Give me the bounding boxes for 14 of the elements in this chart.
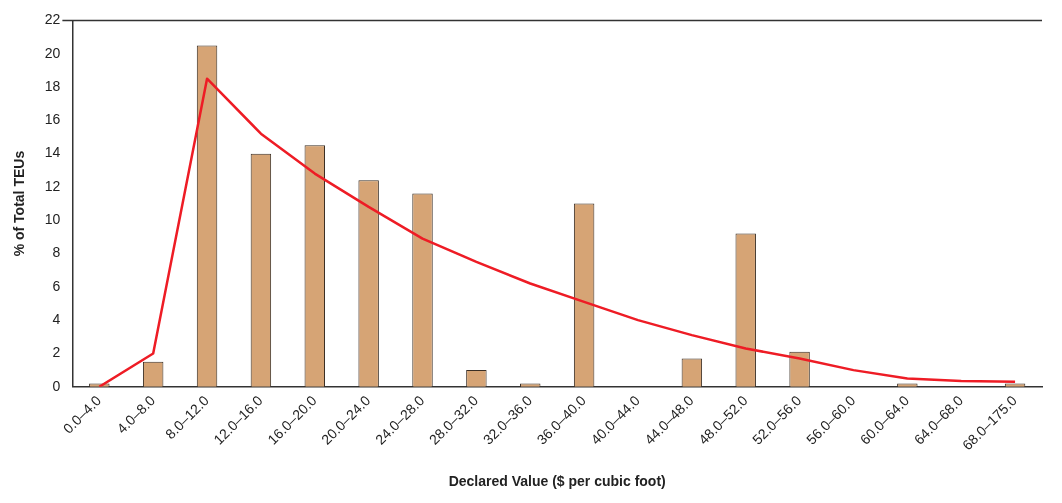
y-tick-label: 10 — [44, 211, 61, 228]
y-tick-label: 16 — [44, 111, 61, 128]
y-tick-label: 22 — [44, 11, 61, 28]
x-axis-title: Declared Value ($ per cubic foot) — [448, 473, 666, 490]
y-tick-label: 0 — [52, 377, 61, 394]
y-tick-label: 8 — [52, 244, 61, 261]
y-tick-label: 18 — [44, 77, 61, 94]
y-tick-label: 6 — [52, 277, 61, 294]
y-tick-label: 14 — [44, 144, 61, 161]
y-axis-title: % of Total TEUs — [11, 150, 28, 257]
y-tick-label: 12 — [44, 177, 61, 194]
y-tick-label: 2 — [52, 344, 61, 361]
y-tick-label: 4 — [52, 311, 61, 328]
y-tick-label: 20 — [44, 44, 61, 61]
